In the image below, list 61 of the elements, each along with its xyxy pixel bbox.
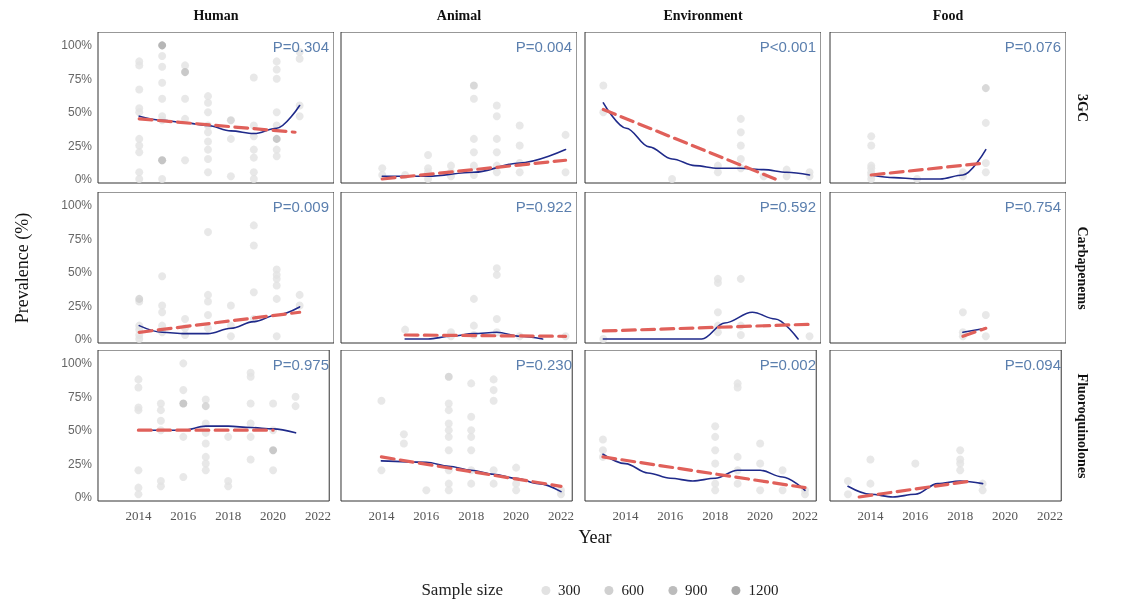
x-tick-label: 2022 (305, 508, 331, 523)
x-axis-title: Year (578, 526, 612, 548)
chart-title: Human (192, 8, 240, 24)
x-tick-label: 2018 (215, 508, 242, 523)
y-tick-label: 100% (61, 356, 93, 371)
legend-label: 600 (621, 581, 645, 599)
annotation: P=0.975 (272, 356, 329, 373)
x-tick-label: 2018 (458, 508, 485, 523)
legend-label: 300 (558, 581, 581, 599)
annotation: P<0.001 (759, 38, 816, 55)
y-tick-label: 100% (61, 38, 93, 53)
y-tick-label: 50% (67, 105, 93, 120)
annotation: P=0.094 (1004, 356, 1061, 373)
y-tick-label: 0% (74, 171, 93, 186)
x-tick-label: 2014 (612, 508, 639, 523)
y-tick-label: 75% (67, 389, 93, 404)
y-tick-label: 0% (74, 331, 93, 346)
legend-label: 900 (685, 581, 708, 599)
y-tick-label: 25% (67, 456, 93, 471)
y-tick-label: 25% (67, 298, 93, 313)
x-tick-label: 2022 (792, 508, 818, 523)
y-tick-label: 25% (67, 138, 93, 153)
x-tick-label: 2014 (857, 508, 884, 523)
x-tick-label: 2018 (702, 508, 729, 523)
x-tick-label: 2020 (503, 508, 530, 523)
annotation: P=0.076 (1004, 38, 1061, 55)
x-tick-label: 2022 (1037, 508, 1063, 523)
x-tick-label: 2018 (947, 508, 974, 523)
x-tick-label: 2020 (992, 508, 1019, 523)
legend-title: Sample size (421, 580, 504, 600)
annotation: P=0.592 (759, 198, 816, 215)
annotation: P=0.004 (515, 38, 572, 55)
x-tick-label: 2016 (170, 508, 197, 523)
y-axis-title: Prevalence (%) (11, 212, 33, 323)
y-tick-label: 100% (61, 198, 93, 213)
annotation: P=0.009 (272, 198, 329, 215)
x-tick-label: 2020 (260, 508, 287, 523)
x-tick-label: 2022 (548, 508, 574, 523)
chart-title: Environment (662, 8, 744, 24)
annotation: P=0.230 (515, 356, 572, 373)
y2-axis-title: Carbapenems (1074, 225, 1090, 310)
y2-axis-title: 3GC (1074, 93, 1090, 122)
y-tick-label: 0% (74, 489, 93, 504)
x-tick-label: 2016 (902, 508, 929, 523)
x-tick-label: 2020 (747, 508, 774, 523)
chart-title: Animal (435, 8, 483, 24)
x-tick-label: 2014 (125, 508, 152, 523)
annotation: P=0.304 (272, 38, 329, 55)
y-tick-label: 50% (67, 423, 93, 438)
annotation: P=0.754 (1004, 198, 1061, 215)
y-tick-label: 75% (67, 71, 93, 86)
y-tick-label: 75% (67, 231, 93, 246)
x-tick-label: 2014 (368, 508, 395, 523)
y2-axis-title: Fluoroquinolones (1074, 373, 1090, 478)
chart-title: Food (931, 8, 965, 24)
x-tick-label: 2016 (657, 508, 684, 523)
legend-label: 1200 (748, 581, 779, 599)
y-tick-label: 50% (67, 265, 93, 280)
annotation: P=0.922 (515, 198, 572, 215)
x-tick-label: 2016 (413, 508, 440, 523)
annotation: P=0.002 (759, 356, 816, 373)
